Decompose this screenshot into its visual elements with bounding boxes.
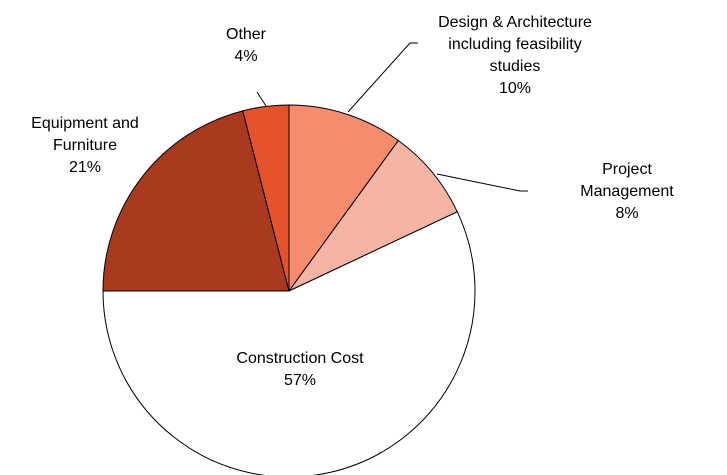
pie-slice bbox=[102, 110, 290, 292]
leader-line bbox=[256, 91, 267, 107]
slice-label: Other 4% bbox=[226, 24, 266, 68]
pie-slice bbox=[242, 104, 290, 292]
leader-line bbox=[347, 42, 418, 113]
pie bbox=[102, 104, 476, 475]
slice-label: Project Management 8% bbox=[577, 159, 677, 225]
value-label: 57% bbox=[283, 372, 317, 389]
leader-line bbox=[436, 173, 528, 192]
pie-slice bbox=[288, 104, 400, 293]
slice-label: Design & Architecture including feasibil… bbox=[438, 12, 592, 100]
category-label: Design & Architecture including feasibil… bbox=[438, 14, 592, 75]
pie-slice bbox=[288, 139, 458, 292]
slice-label: Equipment and Furniture 21% bbox=[31, 113, 139, 179]
category-label: Construction Cost bbox=[236, 350, 364, 367]
category-label: Project Management bbox=[580, 161, 674, 200]
value-label: 10% bbox=[498, 80, 532, 97]
value-label: 8% bbox=[615, 205, 639, 222]
category-label: Equipment and Furniture bbox=[31, 115, 139, 154]
value-label: 4% bbox=[234, 48, 258, 65]
value-label: 21% bbox=[68, 159, 102, 176]
category-label: Other bbox=[225, 26, 267, 43]
slice-label: Construction Cost 57% bbox=[236, 348, 363, 392]
pie-slice bbox=[102, 211, 476, 475]
